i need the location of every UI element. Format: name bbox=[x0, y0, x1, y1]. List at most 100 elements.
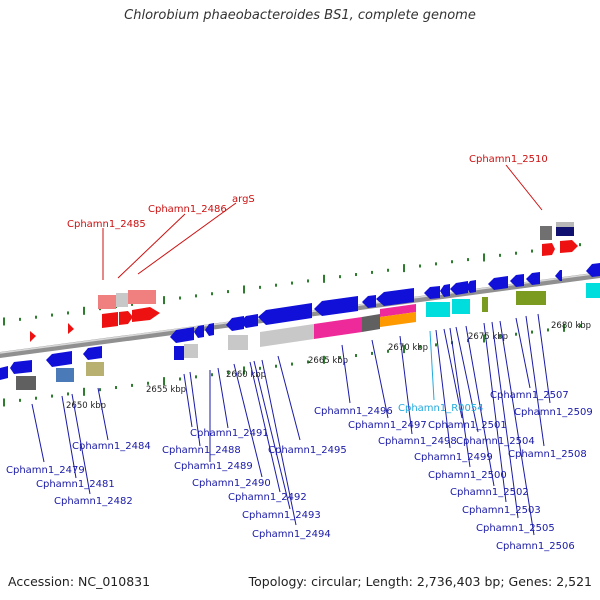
gene-2506[interactable] bbox=[526, 272, 540, 285]
gene-2494-box[interactable] bbox=[260, 324, 314, 347]
gene-label[interactable]: Cphamn1_2499 bbox=[414, 452, 493, 463]
gene-label[interactable]: Cphamn1_2496 bbox=[314, 406, 393, 417]
gene-2510-cds[interactable] bbox=[542, 243, 555, 256]
inner-tick-row bbox=[3, 323, 581, 407]
gene-label[interactable]: Cphamn1_2509 bbox=[514, 407, 593, 418]
gene-label[interactable]: Cphamn1_2479 bbox=[6, 465, 85, 476]
leader-line bbox=[261, 359, 297, 526]
gene-label[interactable]: Cphamn1_2500 bbox=[428, 470, 507, 481]
gene-2479[interactable] bbox=[0, 366, 8, 380]
gene-label[interactable]: Cphamn1_2505 bbox=[476, 523, 555, 534]
gene-2504[interactable] bbox=[488, 276, 508, 290]
gene-label[interactable]: Cphamn1_2508 bbox=[508, 449, 587, 460]
gene-2498[interactable] bbox=[376, 288, 414, 306]
gene-r0054[interactable] bbox=[424, 286, 440, 299]
gene-2485-cds[interactable] bbox=[102, 312, 118, 328]
gene-2484-box[interactable] bbox=[86, 362, 104, 376]
gene-2499[interactable] bbox=[440, 284, 450, 297]
gene-2481-box[interactable] bbox=[56, 368, 74, 382]
gene-2500-box[interactable] bbox=[452, 299, 470, 314]
gene-label[interactable]: Cphamn1_2504 bbox=[456, 436, 535, 447]
gene-label[interactable]: Cphamn1_2493 bbox=[242, 510, 321, 521]
gene-2496-box[interactable] bbox=[314, 317, 362, 339]
gene-2481[interactable] bbox=[46, 351, 72, 367]
gene-label[interactable]: Cphamn1_2507 bbox=[490, 390, 569, 401]
gene-label[interactable]: Cphamn1_2497 bbox=[348, 420, 427, 431]
gene-2497[interactable] bbox=[362, 295, 376, 308]
accession-text: Accession: NC_010831 bbox=[8, 574, 151, 589]
gene-2479-box[interactable] bbox=[16, 376, 36, 390]
upper-labels: Cphamn1_2485 Cphamn1_2486 argS Cphamn1_2… bbox=[67, 154, 548, 230]
gene-label[interactable]: Cphamn1_2481 bbox=[36, 479, 115, 490]
gene-label[interactable]: Cphamn1_2486 bbox=[148, 204, 227, 215]
leader-line bbox=[371, 339, 389, 419]
gene-label[interactable]: Cphamn1_2501 bbox=[428, 420, 507, 431]
gene-r0054-box[interactable] bbox=[426, 302, 450, 317]
gene-2509[interactable] bbox=[586, 263, 600, 277]
gene-2495[interactable] bbox=[258, 303, 312, 325]
gene-2496[interactable] bbox=[314, 296, 358, 316]
gene-label[interactable]: Cphamn1_2502 bbox=[450, 487, 529, 498]
leader-line bbox=[217, 367, 229, 429]
leader-line bbox=[277, 355, 301, 441]
gene-label[interactable]: Cphamn1_2484 bbox=[72, 441, 151, 452]
gene-2509-box[interactable] bbox=[586, 283, 600, 298]
gene-2489[interactable] bbox=[194, 325, 204, 338]
leader-line bbox=[183, 373, 193, 428]
gene-2490[interactable] bbox=[205, 323, 214, 336]
leader-line bbox=[483, 322, 507, 503]
scale-label: 2680 kbp bbox=[551, 321, 591, 331]
gene-label[interactable]: Cphamn1_2503 bbox=[462, 505, 541, 516]
small-red-arrow-1[interactable] bbox=[30, 331, 36, 342]
small-red-arrow-2[interactable] bbox=[68, 323, 74, 334]
gene-2498-box-b[interactable] bbox=[380, 312, 416, 327]
leader-line bbox=[491, 321, 519, 519]
gene-2488-box[interactable] bbox=[174, 346, 184, 360]
gene-label[interactable]: Cphamn1_2491 bbox=[190, 428, 269, 439]
gene-2491[interactable] bbox=[226, 316, 244, 331]
gene-2486[interactable] bbox=[116, 293, 128, 307]
gene-2501[interactable] bbox=[466, 280, 476, 293]
leader-line bbox=[443, 328, 463, 419]
gene-label[interactable]: Cphamn1_2494 bbox=[252, 529, 331, 540]
gene-2491-box[interactable] bbox=[228, 335, 248, 350]
gene-label[interactable]: Cphamn1_2498 bbox=[378, 436, 457, 447]
gene-label[interactable]: Cphamn1_2495 bbox=[268, 445, 347, 456]
gene-label[interactable]: Cphamn1_2490 bbox=[192, 478, 271, 489]
gene-label[interactable]: Cphamn1_2492 bbox=[228, 492, 307, 503]
gene-label[interactable]: Cphamn1_R0054 bbox=[398, 403, 484, 414]
leader-line bbox=[249, 361, 281, 493]
gene-2479b[interactable] bbox=[10, 360, 32, 374]
gene-args-cds[interactable] bbox=[132, 307, 160, 322]
gene-2510-cds-b[interactable] bbox=[560, 240, 578, 253]
gene-2488[interactable] bbox=[170, 327, 194, 343]
leader-line bbox=[117, 213, 186, 279]
gene-2498-box[interactable] bbox=[380, 304, 416, 317]
gene-label[interactable]: Cphamn1_2510 bbox=[469, 154, 548, 165]
leader-line bbox=[515, 317, 531, 389]
leader-lines bbox=[31, 164, 551, 536]
gene-label[interactable]: Cphamn1_2482 bbox=[54, 496, 133, 507]
gene-2482[interactable] bbox=[83, 346, 102, 360]
gene-label[interactable]: argS bbox=[232, 194, 255, 205]
gene-2502-box[interactable] bbox=[482, 297, 488, 312]
gene-args[interactable] bbox=[128, 290, 156, 304]
gene-2485[interactable] bbox=[98, 295, 116, 309]
gene-2505[interactable] bbox=[510, 274, 524, 287]
gene-2500[interactable] bbox=[450, 281, 468, 295]
gene-label[interactable]: Cphamn1_2485 bbox=[67, 219, 146, 230]
leader-line bbox=[233, 363, 263, 478]
gene-2508[interactable] bbox=[555, 270, 562, 281]
gene-2505-box[interactable] bbox=[516, 291, 546, 305]
gene-label[interactable]: Cphamn1_2489 bbox=[174, 461, 253, 472]
gene-label[interactable]: Cphamn1_2506 bbox=[496, 541, 575, 552]
gene-2497-box[interactable] bbox=[362, 314, 380, 332]
gene-2510[interactable] bbox=[540, 226, 552, 240]
gene-2486-cds[interactable] bbox=[119, 311, 133, 325]
genome-title: Chlorobium phaeobacteroides BS1, complet… bbox=[124, 8, 476, 23]
gene-label[interactable]: Cphamn1_2488 bbox=[162, 445, 241, 456]
gene-2488-box-b[interactable] bbox=[184, 344, 198, 358]
reverse-strand-genes bbox=[0, 263, 600, 390]
gene-2492[interactable] bbox=[240, 314, 258, 328]
